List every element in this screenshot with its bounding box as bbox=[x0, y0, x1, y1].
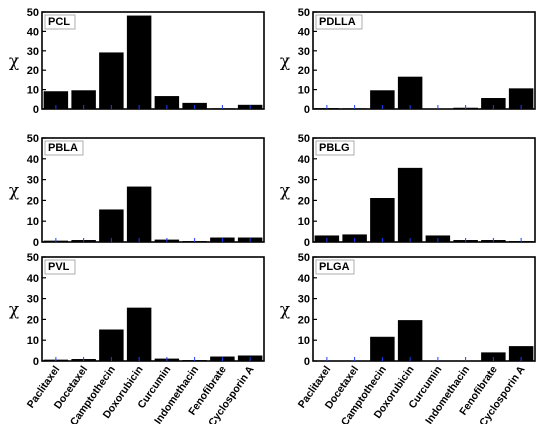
y-axis-label: χ bbox=[280, 52, 290, 72]
y-tick-label: 20 bbox=[27, 195, 39, 207]
bar-doxorubicin bbox=[397, 320, 423, 362]
panel-pdlla: 0 10 20 30 40 50 χ PDLLA bbox=[280, 7, 536, 116]
y-tick-label: 0 bbox=[304, 237, 310, 249]
panel-frame bbox=[41, 11, 265, 110]
bar-camptothecin bbox=[370, 198, 395, 243]
y-tick-label: 40 bbox=[298, 154, 310, 166]
panel-frame bbox=[312, 11, 536, 110]
panel-title-box bbox=[44, 140, 84, 156]
y-tick-label: 40 bbox=[27, 26, 39, 38]
y-tick-label: 20 bbox=[27, 314, 39, 326]
y-tick-label: 50 bbox=[298, 133, 310, 145]
y-tick-label: 40 bbox=[298, 26, 310, 38]
bar-doxorubicin bbox=[126, 307, 152, 362]
y-tick-label: 20 bbox=[298, 314, 310, 326]
y-tick-label: 30 bbox=[27, 294, 39, 306]
bar-camptothecin bbox=[99, 329, 124, 362]
y-axis-label: χ bbox=[280, 300, 290, 320]
y-tick-label: 10 bbox=[298, 216, 310, 228]
panel-title-box bbox=[44, 14, 76, 30]
y-tick-label: 0 bbox=[33, 237, 39, 249]
y-tick-label: 50 bbox=[27, 252, 39, 264]
y-tick-label: 10 bbox=[298, 85, 310, 97]
panel-pcl: 0 10 20 30 40 50 χ PCL bbox=[9, 7, 265, 116]
y-tick-label: 30 bbox=[298, 294, 310, 306]
y-tick-label: 30 bbox=[298, 175, 310, 187]
y-tick-label: 10 bbox=[27, 85, 39, 97]
y-tick-label: 30 bbox=[27, 46, 39, 58]
y-tick-label: 0 bbox=[304, 104, 310, 116]
panel-frame bbox=[41, 256, 265, 362]
y-tick-label: 50 bbox=[27, 133, 39, 145]
y-tick-label: 10 bbox=[27, 335, 39, 347]
panel-frame bbox=[41, 137, 265, 243]
panel-pblg: 0 10 20 30 40 50 χ PBLG bbox=[280, 133, 536, 249]
bar-camptothecin bbox=[99, 209, 124, 243]
panel-frame bbox=[312, 256, 536, 362]
panel-frame bbox=[312, 137, 536, 243]
panel-title-box bbox=[44, 259, 76, 275]
panel-plga: 01020304050χPLGAPaclitaxelDocetaxelCampt… bbox=[280, 252, 536, 424]
panel-title-box bbox=[315, 259, 355, 275]
y-tick-label: 50 bbox=[298, 252, 310, 264]
y-tick-label: 10 bbox=[298, 335, 310, 347]
y-axis-label: χ bbox=[9, 181, 19, 201]
panel-pvl: 01020304050χPVLPaclitaxelDocetaxelCampto… bbox=[9, 252, 265, 424]
bar-doxorubicin bbox=[397, 167, 423, 243]
panel-title: PCL bbox=[48, 16, 70, 28]
y-tick-label: 40 bbox=[27, 273, 39, 285]
y-tick-label: 50 bbox=[298, 7, 310, 19]
panel-title: PBLA bbox=[48, 142, 78, 154]
y-tick-label: 50 bbox=[27, 7, 39, 19]
panel-title-box bbox=[315, 14, 363, 30]
y-tick-label: 20 bbox=[298, 65, 310, 77]
y-tick-label: 0 bbox=[304, 356, 310, 368]
bar-doxorubicin bbox=[126, 186, 152, 243]
y-axis-label: χ bbox=[9, 52, 19, 72]
y-tick-label: 0 bbox=[33, 104, 39, 116]
bar-doxorubicin bbox=[126, 15, 152, 110]
panel-title: PDLLA bbox=[319, 16, 356, 28]
y-tick-label: 40 bbox=[27, 154, 39, 166]
panel-title: PBLG bbox=[319, 142, 350, 154]
y-tick-label: 0 bbox=[33, 356, 39, 368]
bar-doxorubicin bbox=[397, 76, 423, 110]
y-axis-label: χ bbox=[280, 181, 290, 201]
panel-title-box bbox=[315, 140, 355, 156]
y-tick-label: 40 bbox=[298, 273, 310, 285]
y-tick-label: 10 bbox=[27, 216, 39, 228]
y-tick-label: 20 bbox=[27, 65, 39, 77]
y-tick-label: 30 bbox=[27, 175, 39, 187]
panel-title: PVL bbox=[48, 261, 70, 273]
y-tick-label: 20 bbox=[298, 195, 310, 207]
bar-camptothecin bbox=[99, 52, 124, 110]
panel-pbla: 0 10 20 30 40 50 χ PBLA bbox=[9, 133, 265, 249]
y-tick-label: 30 bbox=[298, 46, 310, 58]
panel-title: PLGA bbox=[319, 261, 350, 273]
y-axis-label: χ bbox=[9, 300, 19, 320]
